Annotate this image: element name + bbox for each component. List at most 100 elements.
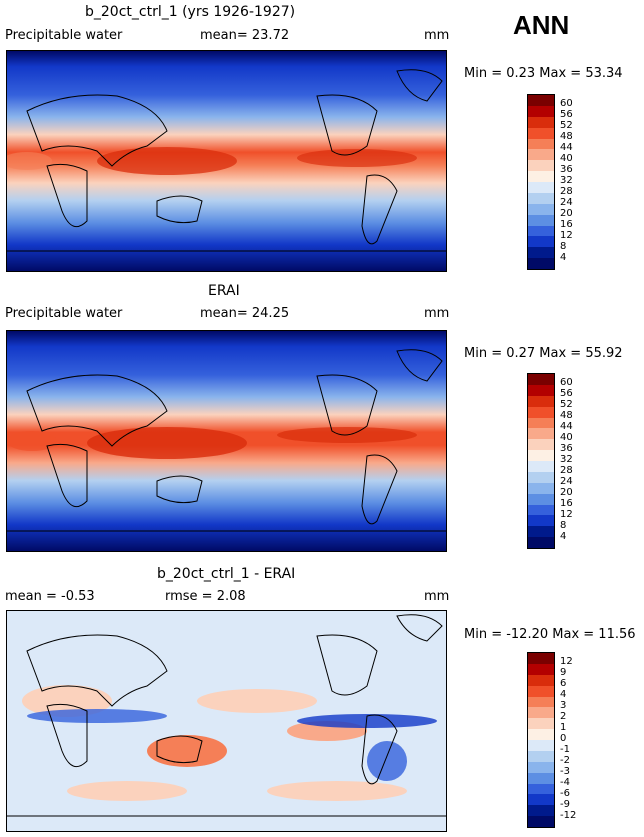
panel-2-map-graphic [7, 331, 446, 551]
panel-2-colorbar-tick: 56 [560, 388, 573, 399]
panel-1-colorbar-bin [528, 149, 554, 161]
panel-3-units-label: mm [424, 589, 450, 604]
panel-2-colorbar-bin [528, 482, 554, 494]
panel-2-colorbar-tick: 28 [560, 465, 573, 476]
panel-1-colorbar-tick: 48 [560, 131, 573, 142]
panel-1-colorbar-tick: 44 [560, 142, 573, 153]
panel-2-colorbar-tick: 32 [560, 454, 573, 465]
panel-2-colorbar-bin [528, 439, 554, 451]
panel-2-colorbar-bin [528, 384, 554, 396]
panel-3-colorbar-tick: -1 [560, 744, 570, 755]
panel-1-colorbar-tick: 4 [560, 252, 567, 263]
panel-2-colorbar-bin [528, 417, 554, 429]
panel-1-mean-label: mean= 23.72 [200, 28, 290, 43]
panel-1-title: b_20ct_ctrl_1 (yrs 1926-1927) [85, 4, 296, 20]
panel-2-colorbar-bin [528, 406, 554, 418]
panel-1-colorbar-bin [528, 214, 554, 226]
panel-3-colorbar-tick: 4 [560, 689, 567, 700]
panel-2-colorbar-bin [528, 526, 554, 538]
panel-3-title: b_20ct_ctrl_1 - ERAI [157, 566, 296, 582]
panel-3-colorbar-bin [528, 718, 554, 730]
panel-2-colorbar-bin [528, 471, 554, 483]
panel-3-colorbar-bin [528, 772, 554, 784]
panel-1-colorbar-tick: 24 [560, 197, 573, 208]
panel-3-colorbar-bin [528, 674, 554, 686]
panel-1-colorbar-tick: 56 [560, 109, 573, 120]
panel-3-colorbar-bin [528, 761, 554, 773]
panel-3-colorbar-bin [528, 740, 554, 751]
panel-3-colorbar-tick: 3 [560, 700, 567, 711]
panel-2-colorbar-bin [528, 395, 554, 407]
panel-1-colorbar-tick: 36 [560, 164, 573, 175]
panel-2-colorbar-tick: 12 [560, 509, 573, 520]
panel-3-minmax: Min = -12.20 Max = 11.56 [464, 627, 636, 642]
panel-3-colorbar-bin [528, 696, 554, 708]
panel-1-colorbar-bin [528, 182, 554, 193]
panel-2-minmax: Min = 0.27 Max = 55.92 [464, 346, 623, 361]
panel-2-colorbar-tick: 4 [560, 531, 567, 542]
panel-1-variable-label: Precipitable water [5, 28, 123, 43]
panel-2-units-label: mm [424, 306, 450, 321]
panel-2-colorbar-tick: 52 [560, 399, 573, 410]
panel-1-colorbar-tick: 32 [560, 175, 573, 186]
panel-2-colorbar-tick: 36 [560, 443, 573, 454]
panel-3-colorbar-tick: 6 [560, 678, 567, 689]
panel-3-map [6, 610, 447, 832]
panel-2-colorbar-bin [528, 537, 554, 548]
panel-2-colorbar-bin [528, 493, 554, 505]
panel-1-units-label: mm [424, 28, 450, 43]
panel-3-colorbar-bin [528, 729, 554, 740]
season-label: ANN [513, 10, 570, 40]
panel-2-colorbar-bin [528, 515, 554, 527]
panel-1-colorbar-bin [528, 105, 554, 117]
panel-1-colorbar-bin [528, 171, 554, 182]
panel-1-colorbar-bin [528, 236, 554, 248]
panel-3-rmse-label: rmse = 2.08 [165, 589, 246, 604]
panel-2-colorbar-tick: 40 [560, 432, 573, 443]
panel-1-colorbar-bin [528, 95, 554, 106]
panel-1-map-graphic [7, 51, 446, 271]
panel-3-mean-label: mean = -0.53 [5, 589, 95, 604]
panel-3-colorbar-tick: -6 [560, 788, 570, 799]
panel-2-colorbar-bin [528, 504, 554, 516]
panel-1-colorbar-tick: 12 [560, 230, 573, 241]
panel-3-colorbar-tick: -12 [560, 810, 577, 821]
panel-2-colorbar-tick: 20 [560, 487, 573, 498]
panel-3-colorbar-bin [528, 707, 554, 719]
panel-2-colorbar-bin [528, 450, 554, 461]
panel-2-colorbar [527, 373, 555, 549]
panel-3-colorbar-tick: 1 [560, 722, 567, 733]
panel-2-colorbar-tick: 16 [560, 498, 573, 509]
panel-2-colorbar-tick: 24 [560, 476, 573, 487]
panel-1-map [6, 50, 447, 272]
panel-3-colorbar-tick: 0 [560, 733, 567, 744]
panel-1-colorbar [527, 94, 555, 270]
panel-3-colorbar-bin [528, 663, 554, 675]
panel-1-colorbar-tick: 40 [560, 153, 573, 164]
panel-1-colorbar-bin [528, 258, 554, 269]
panel-2-title: ERAI [208, 283, 240, 299]
panel-1-colorbar-tick: 52 [560, 120, 573, 131]
panel-1-colorbar-bin [528, 203, 554, 215]
panel-1-colorbar-bin [528, 192, 554, 204]
panel-1-colorbar-tick: 16 [560, 219, 573, 230]
panel-1-colorbar-bin [528, 225, 554, 237]
panel-3-colorbar-tick: 12 [560, 656, 573, 667]
panel-1-colorbar-bin [528, 160, 554, 172]
panel-2-variable-label: Precipitable water [5, 306, 123, 321]
panel-3-colorbar [527, 652, 555, 828]
panel-2-colorbar-tick: 48 [560, 410, 573, 421]
panel-2-colorbar-bin [528, 374, 554, 385]
panel-1-colorbar-tick: 60 [560, 98, 573, 109]
panel-3-colorbar-tick: -4 [560, 777, 570, 788]
panel-1-colorbar-bin [528, 247, 554, 259]
panel-3-colorbar-bin [528, 794, 554, 806]
panel-3-colorbar-bin [528, 750, 554, 762]
panel-3-colorbar-tick: -2 [560, 755, 570, 766]
panel-3-colorbar-bin [528, 805, 554, 817]
panel-2-colorbar-bin [528, 461, 554, 472]
panel-3-colorbar-tick: -9 [560, 799, 570, 810]
panel-1-colorbar-bin [528, 116, 554, 128]
panel-3-colorbar-tick: 2 [560, 711, 567, 722]
panel-2-colorbar-bin [528, 428, 554, 440]
